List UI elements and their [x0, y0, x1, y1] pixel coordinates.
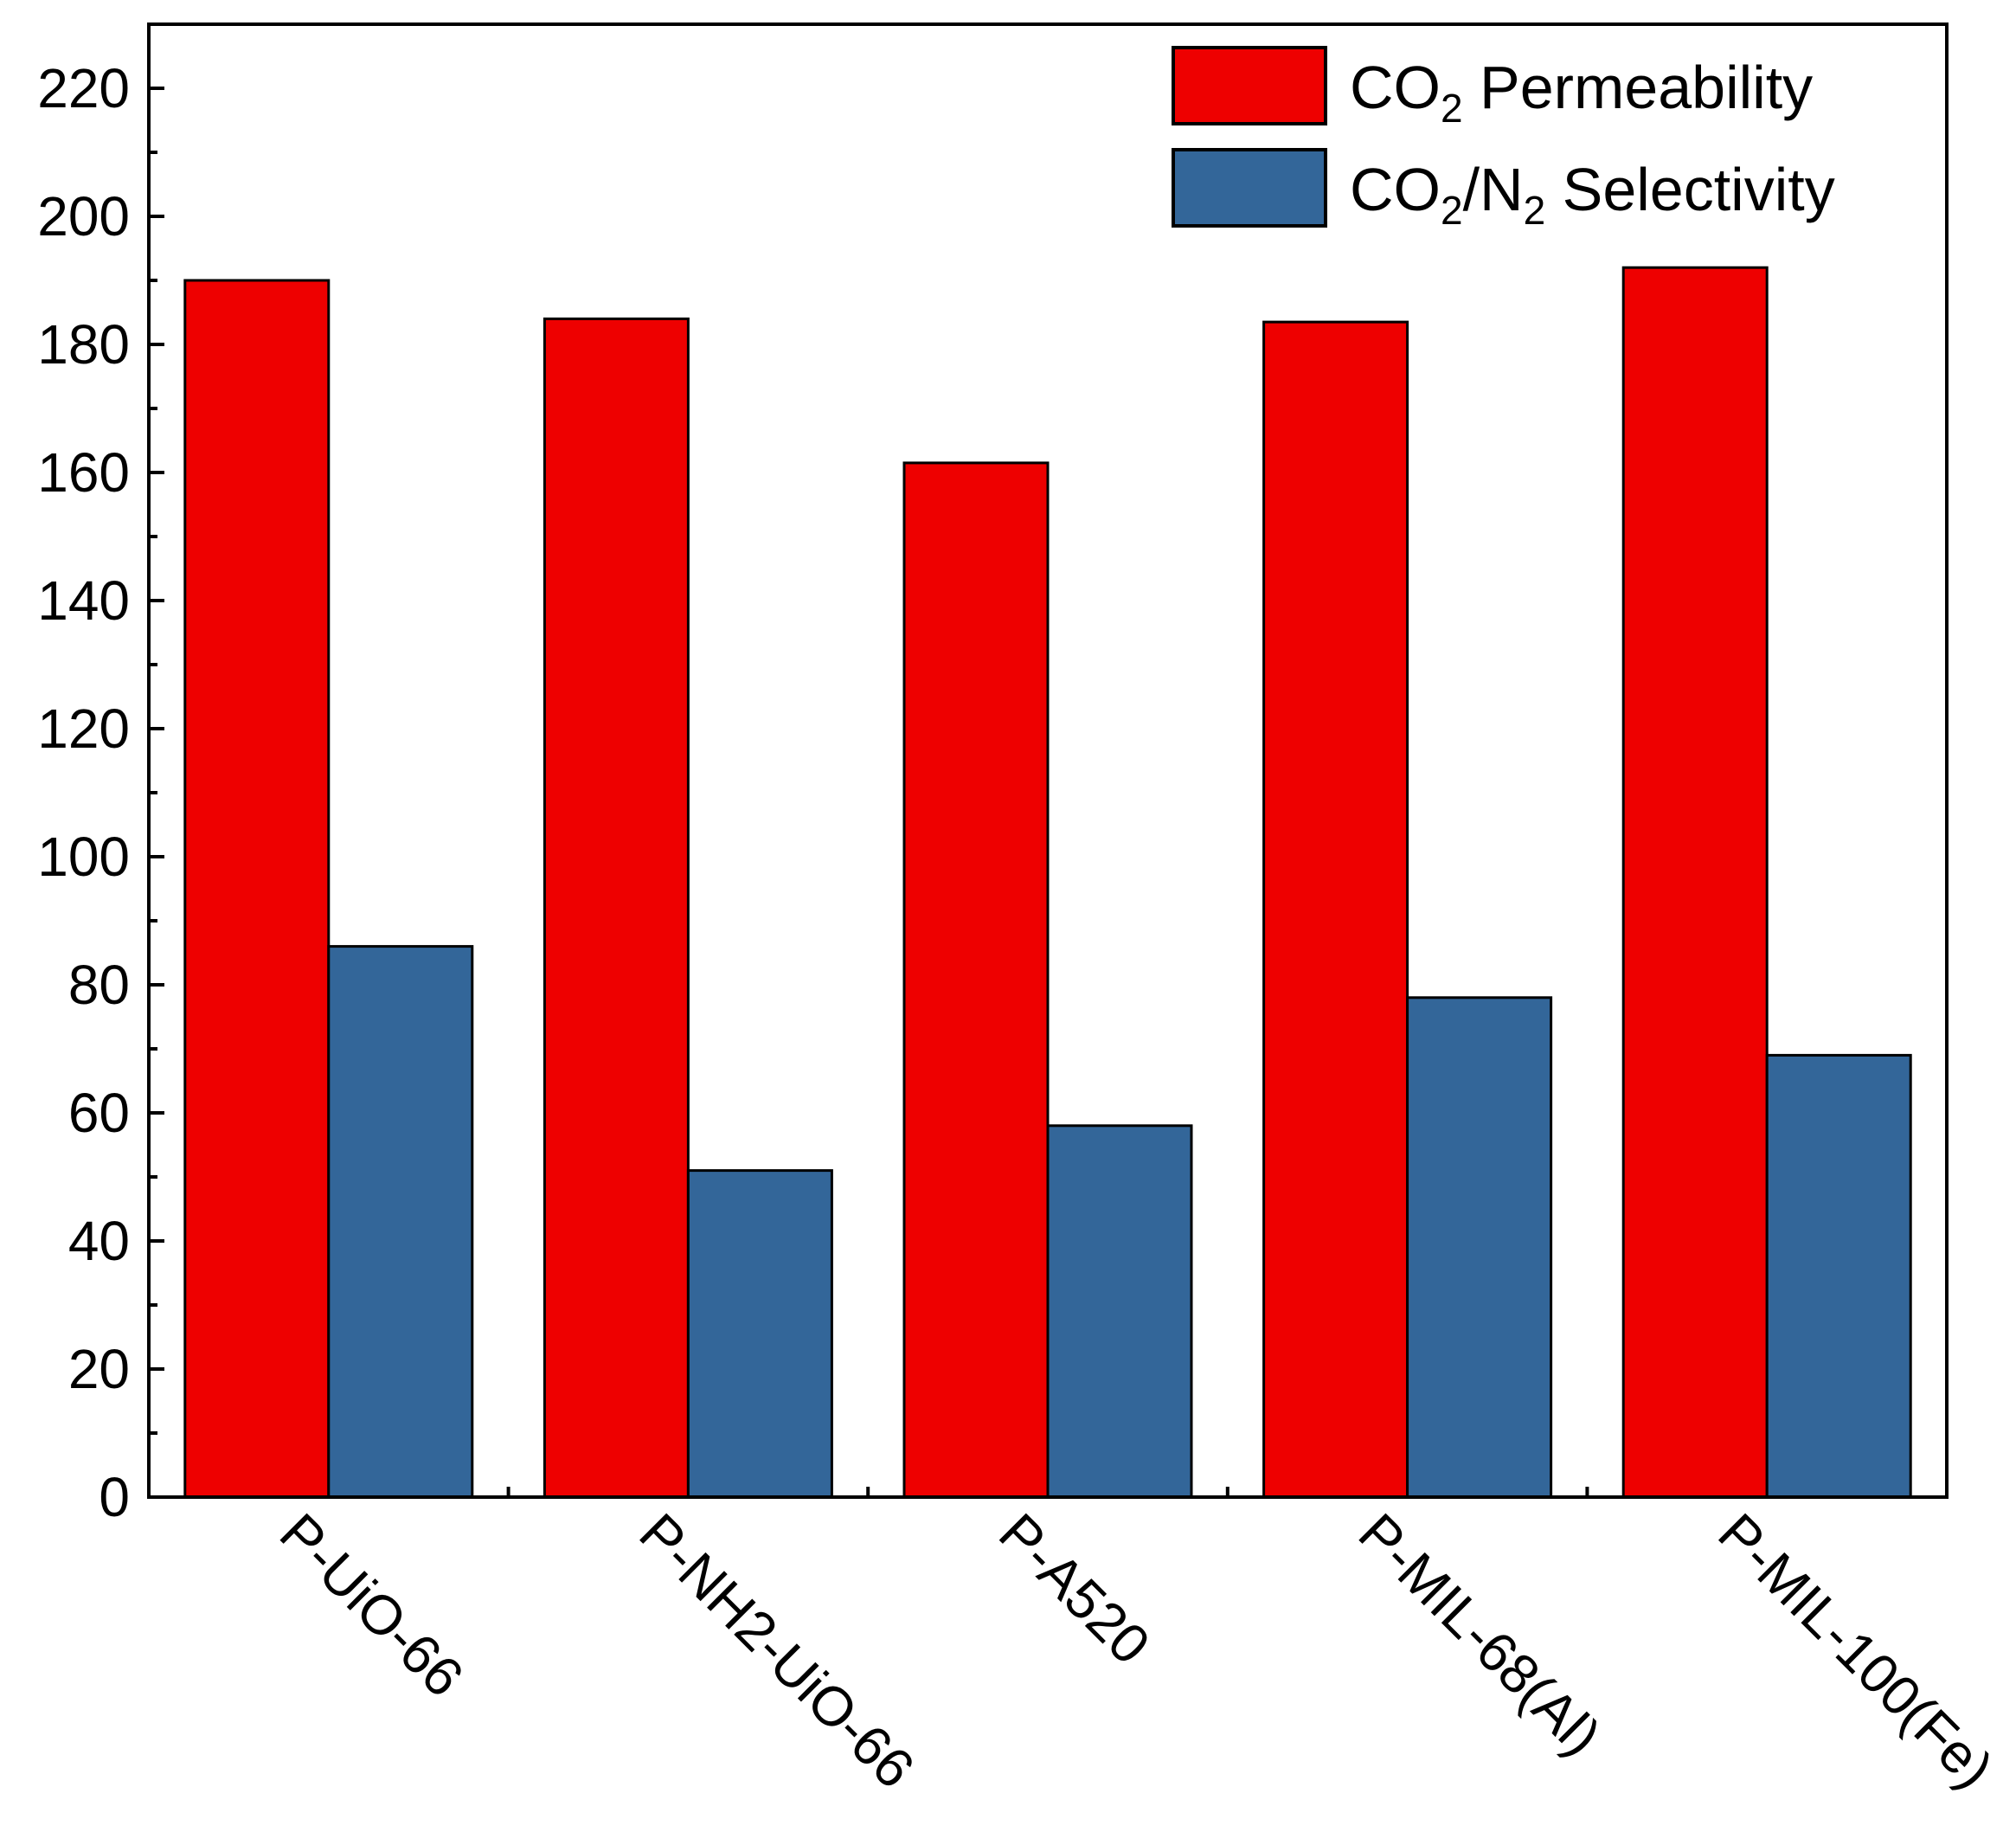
x-category-label: P-MIL-68(Al) — [1347, 1501, 1613, 1767]
legend-swatch — [1172, 46, 1327, 125]
legend-label: CO2/N2 Selectivity — [1350, 156, 1835, 233]
y-axis: 0 20 40 60 80 100 120 140 160 180 200 220 — [37, 57, 164, 1528]
bar-co2-permeability-0 — [183, 279, 331, 1499]
y-tick-label: 20 — [68, 1338, 130, 1400]
x-category-label: P-NH2-UiO-66 — [628, 1501, 927, 1800]
y-tick-label: 60 — [68, 1082, 130, 1144]
bars-group — [183, 266, 1912, 1499]
bar-co2-permeability-3 — [1262, 320, 1409, 1499]
y-tick-label: 200 — [37, 185, 130, 247]
bar-co2-permeability-1 — [543, 317, 690, 1499]
legend: CO2 Permeability CO2/N2 Selectivity — [1172, 46, 1835, 233]
bar-co2-n2-selectivity-2 — [1046, 1124, 1193, 1499]
y-tick-label: 180 — [37, 313, 130, 376]
bar-co2-n2-selectivity-0 — [327, 945, 474, 1499]
y-tick-label: 100 — [37, 826, 130, 888]
y-tick-label: 160 — [37, 441, 130, 504]
y-tick-label: 80 — [68, 954, 130, 1016]
bar-co2-n2-selectivity-3 — [1406, 996, 1553, 1499]
bar-co2-n2-selectivity-1 — [686, 1169, 833, 1499]
plot-frame — [147, 22, 1949, 1499]
y-tick-label: 120 — [37, 697, 130, 760]
y-tick-label: 220 — [37, 57, 130, 119]
bar-co2-n2-selectivity-4 — [1765, 1053, 1912, 1499]
legend-swatch — [1172, 148, 1327, 228]
bar-co2-permeability-2 — [902, 461, 1050, 1499]
y-tick-label: 140 — [37, 569, 130, 632]
bar-co2-permeability-4 — [1621, 266, 1769, 1499]
y-tick-label: 0 — [99, 1466, 130, 1528]
x-category-label: P-UiO-66 — [268, 1501, 476, 1709]
x-category-label: P-MIL-100(Fe) — [1706, 1501, 2005, 1800]
legend-label: CO2 Permeability — [1350, 54, 1813, 131]
y-tick-label: 40 — [68, 1210, 130, 1272]
x-category-label: P-A520 — [987, 1501, 1162, 1676]
x-axis: P-UiO-66 P-NH2-UiO-66 P-A520 P-MIL-68(Al) P-… — [268, 1487, 2005, 1800]
